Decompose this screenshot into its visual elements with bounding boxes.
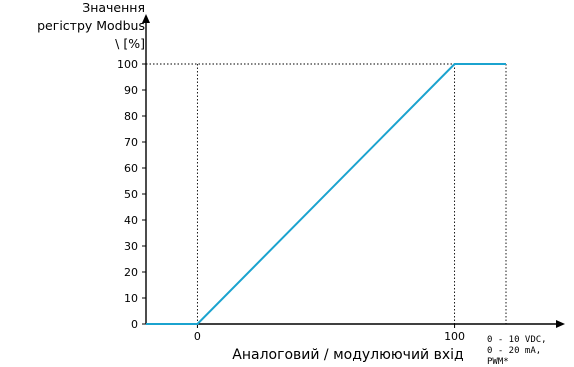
y-ticks: 0 10 20 30 40 50 60 70 80 90 100 <box>117 58 146 331</box>
x-ticks: 0 100 <box>194 324 465 343</box>
y-axis-arrow <box>142 14 150 23</box>
y-tick-label-90: 90 <box>124 84 138 97</box>
x-unit-note-line-2: 0 - 20 mA, <box>487 346 541 356</box>
guide-lines <box>146 63 507 324</box>
y-tick-label-70: 70 <box>124 136 138 149</box>
series <box>146 63 506 325</box>
x-tick-label-100: 100 <box>444 330 465 343</box>
y-tick-label-20: 20 <box>124 266 138 279</box>
y-tick-label-30: 30 <box>124 240 138 253</box>
x-axis-label: Аналоговий / модулюючий вхід <box>232 347 463 363</box>
y-axis-label-line-3: \ [%] <box>115 36 145 51</box>
x-unit-note-line-1: 0 - 10 VDC, <box>487 335 547 345</box>
x-axis-arrow <box>556 320 565 328</box>
y-tick-label-50: 50 <box>124 188 138 201</box>
axes <box>142 14 565 328</box>
x-tick-label-0: 0 <box>194 330 201 343</box>
x-unit-note-line-3: PWM* <box>487 357 509 367</box>
series-line-1 <box>146 63 506 325</box>
y-tick-label-0: 0 <box>131 318 138 331</box>
y-axis-label-line-1: Значення <box>82 0 145 15</box>
y-axis-label-line-2: регістру Modbus <box>37 18 145 33</box>
y-tick-label-60: 60 <box>124 162 138 175</box>
y-tick-label-10: 10 <box>124 292 138 305</box>
y-tick-label-80: 80 <box>124 110 138 123</box>
y-tick-label-40: 40 <box>124 214 138 227</box>
y-tick-label-100: 100 <box>117 58 138 71</box>
